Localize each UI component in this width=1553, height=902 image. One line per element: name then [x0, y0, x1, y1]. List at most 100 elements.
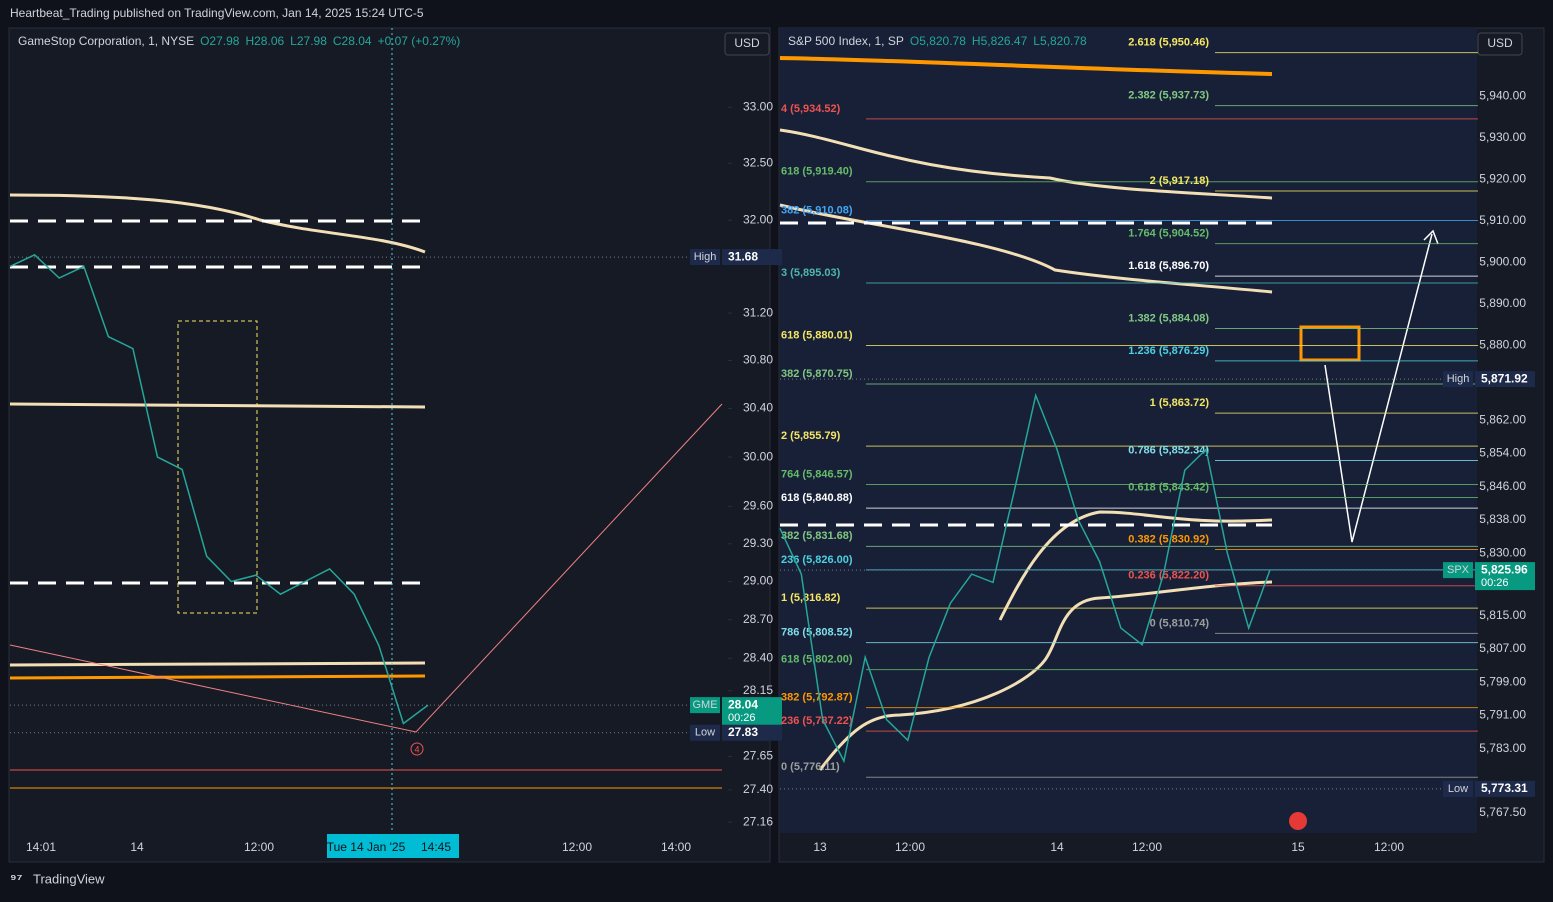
fib-label: 236 (5,787.22) — [781, 715, 853, 727]
y-tick-label: 5,880.00 — [1479, 338, 1526, 352]
y-tick-label: 5,830.00 — [1479, 545, 1526, 559]
tag-price-bg — [722, 249, 782, 266]
y-tick-label: 33.00 — [743, 99, 773, 113]
x-tick-label: 14:45 — [421, 840, 451, 854]
legend-open: O5,820.78 — [910, 34, 966, 48]
legend-name: S&P 500 Index, 1, SP — [788, 34, 904, 48]
fib-label: 0.786 (5,852.34) — [1128, 444, 1209, 456]
fib-label: 1.618 (5,896.70) — [1128, 260, 1209, 272]
legend-high: H5,826.47 — [972, 34, 1028, 48]
tag-price: 27.83 — [728, 725, 758, 739]
fib-label: 1.236 (5,876.29) — [1128, 345, 1209, 357]
crosshair-date-box — [327, 834, 459, 858]
fib-label: 1.382 (5,884.08) — [1128, 312, 1209, 324]
x-tick-label: 13 — [813, 840, 827, 854]
fib-label: 0.236 (5,822.20) — [1128, 570, 1209, 582]
y-tick-label: 29.30 — [743, 536, 773, 550]
x-tick-label: 14 — [130, 840, 144, 854]
fib-label: 786 (5,808.52) — [781, 626, 853, 638]
fib-label: 2.382 (5,937.73) — [1128, 89, 1209, 101]
ma-curve — [779, 128, 1273, 200]
tag-label: SPX — [1447, 564, 1470, 576]
fib-label: 0 (5,776.11) — [781, 761, 840, 773]
x-tick-label: 14 — [1050, 840, 1064, 854]
event-marker-label: 4 — [414, 744, 419, 754]
ma-curve — [9, 674, 426, 680]
y-tick-label: 30.00 — [743, 449, 773, 463]
y-tick-label: 5,854.00 — [1479, 446, 1526, 460]
y-tick-label: 5,920.00 — [1479, 171, 1526, 185]
tag-price-bg — [722, 724, 782, 741]
fib-label: 4 (5,934.52) — [781, 103, 841, 115]
y-tick-label: 5,807.00 — [1479, 641, 1526, 655]
fib-label: 0.618 (5,843.42) — [1128, 481, 1209, 493]
x-tick-label: 14:00 — [661, 840, 691, 854]
y-tick-label: 5,815.00 — [1479, 608, 1526, 622]
ma-curve — [998, 510, 1273, 621]
fib-label: 382 (5,910.08) — [781, 204, 853, 216]
y-tick-label: 5,767.50 — [1479, 805, 1526, 819]
y-tick-label: 30.80 — [743, 353, 773, 367]
ma-curve — [9, 402, 426, 409]
tag-label-bg — [690, 697, 720, 714]
y-tick-label: 5,900.00 — [1479, 255, 1526, 269]
y-tick-label: 5,838.00 — [1479, 512, 1526, 526]
fib-label: 764 (5,846.57) — [781, 468, 853, 480]
fib-label: 2.618 (5,950.46) — [1128, 37, 1209, 49]
fib-label: 3 (5,895.03) — [781, 267, 841, 279]
currency: USD — [734, 36, 760, 50]
y-tick-label: 32.00 — [743, 212, 773, 226]
fib-label: 2 (5,917.18) — [1150, 175, 1210, 187]
trend-line — [9, 403, 723, 733]
y-tick-label: 30.40 — [743, 401, 773, 415]
y-tick-label: 28.70 — [743, 612, 773, 626]
price-line — [779, 392, 1271, 764]
tag-label-bg — [1443, 780, 1473, 797]
legend-low: L5,820.78 — [1033, 34, 1087, 48]
fib-label: 1.764 (5,904.52) — [1128, 228, 1209, 240]
x-tick-label: 12:00 — [562, 840, 592, 854]
tag-label: Low — [695, 727, 715, 739]
y-tick-label: 29.60 — [743, 499, 773, 513]
ma-curve — [818, 580, 1273, 771]
y-tick-label: 27.65 — [743, 749, 773, 763]
y-tick-label: 29.00 — [743, 574, 773, 588]
tag-label: Low — [1448, 783, 1468, 795]
ma-curve — [779, 56, 1273, 76]
y-tick-label: 27.16 — [743, 814, 773, 828]
fib-label: 618 (5,802.00) — [781, 654, 853, 666]
tag-label-bg — [690, 724, 720, 741]
y-tick-label: 5,910.00 — [1479, 213, 1526, 227]
footer: TradingView — [33, 871, 105, 886]
flag-icon — [1289, 812, 1307, 830]
tag-price: 5,871.92 — [1481, 371, 1528, 385]
right-plot-area — [780, 28, 1477, 833]
ma-curve — [9, 661, 426, 667]
x-tick-label: 15 — [1291, 840, 1305, 854]
tag-countdown: 00:26 — [1481, 577, 1509, 589]
ma-curve — [779, 203, 1273, 294]
tag-label: High — [694, 251, 717, 263]
fib-label: 382 (5,831.68) — [781, 530, 853, 542]
fib-label: 0.382 (5,830.92) — [1128, 533, 1209, 545]
currency-button[interactable] — [724, 32, 770, 56]
legend: GameStop Corporation, 1, NYSE O27.98 H28.0… — [18, 34, 460, 48]
tag-countdown: 00:26 — [728, 712, 756, 724]
legend-name: GameStop Corporation, 1, NYSE — [18, 34, 194, 48]
legend-close: C28.04 — [333, 34, 372, 48]
header: Heartbeat_Trading published on TradingVi… — [10, 6, 424, 20]
projection-arrow — [1324, 233, 1433, 543]
x-tick-label: 14:01 — [26, 840, 56, 854]
fib-label: 618 (5,840.88) — [781, 492, 853, 504]
price-line — [9, 253, 429, 725]
tag-price: 31.68 — [728, 249, 758, 263]
fib-label: 1 (5,863.72) — [1150, 397, 1210, 409]
x-tick-label: 12:00 — [895, 840, 925, 854]
fib-label: 236 (5,826.00) — [781, 554, 853, 566]
legend: S&P 500 Index, 1, SP O5,820.78 H5,826.47 L5… — [788, 34, 1087, 48]
y-tick-label: 31.20 — [743, 305, 773, 319]
currency-button[interactable] — [1477, 32, 1523, 56]
fib-label: 382 (5,792.87) — [781, 692, 853, 704]
tag-price-bg — [1475, 562, 1535, 591]
